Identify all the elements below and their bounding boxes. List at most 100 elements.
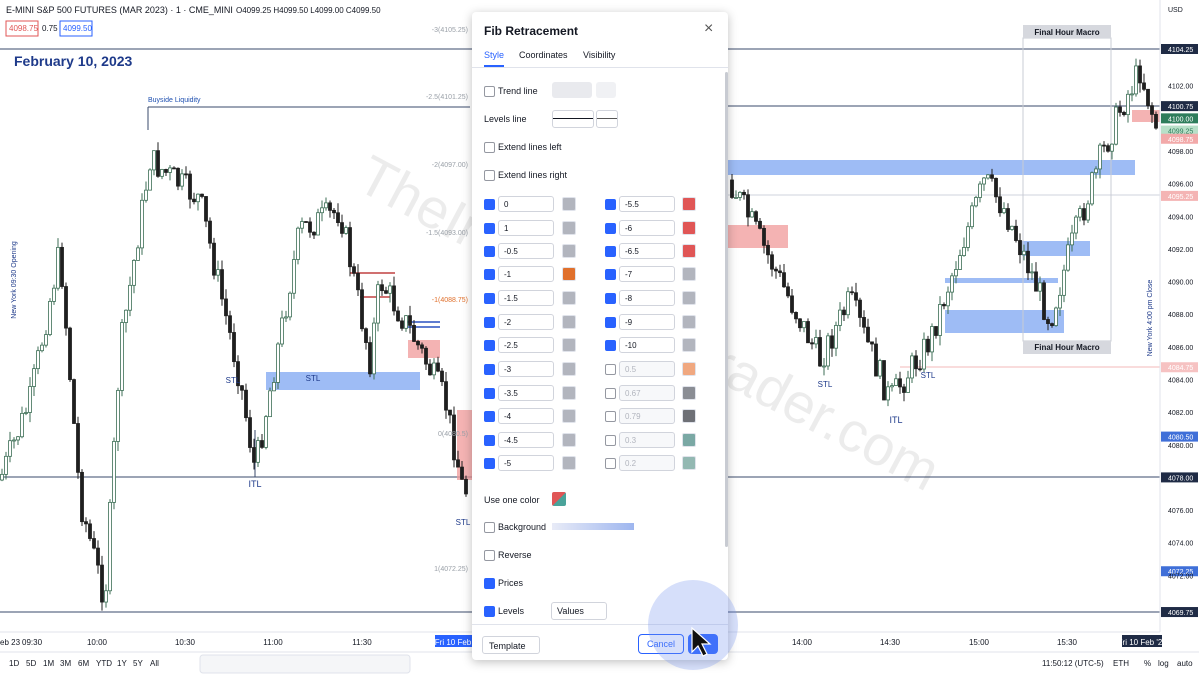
scale-option[interactable]: %: [1144, 659, 1151, 668]
level-color[interactable]: [562, 315, 576, 329]
tab[interactable]: Visibility: [583, 50, 616, 60]
cancel-button[interactable]: Cancel: [638, 634, 684, 654]
level-input[interactable]: -1.5: [498, 290, 554, 306]
checkbox[interactable]: [605, 317, 616, 328]
level-color[interactable]: [562, 267, 576, 281]
level-input[interactable]: 0.67: [619, 385, 675, 401]
range-button[interactable]: 1D: [9, 659, 19, 668]
level-color[interactable]: [682, 456, 696, 470]
level-input[interactable]: -5.5: [619, 196, 675, 212]
level-color[interactable]: [682, 267, 696, 281]
checkbox[interactable]: [484, 435, 495, 446]
checkbox[interactable]: [484, 364, 495, 375]
level-color[interactable]: [682, 244, 696, 258]
template-select[interactable]: Template: [482, 636, 540, 654]
level-color[interactable]: [682, 386, 696, 400]
checkbox[interactable]: [484, 606, 495, 617]
level-color[interactable]: [682, 338, 696, 352]
checkbox[interactable]: [484, 317, 495, 328]
checkbox[interactable]: [605, 435, 616, 446]
level-color[interactable]: [682, 291, 696, 305]
tab[interactable]: Coordinates: [519, 50, 568, 60]
level-input[interactable]: 0.5: [619, 361, 675, 377]
checkbox[interactable]: [484, 340, 495, 351]
level-input[interactable]: -3: [498, 361, 554, 377]
range-button[interactable]: 1M: [43, 659, 54, 668]
tab[interactable]: Style: [484, 50, 505, 60]
checkbox[interactable]: [605, 411, 616, 422]
checkbox[interactable]: [605, 223, 616, 234]
range-button[interactable]: 3M: [60, 659, 71, 668]
range-button[interactable]: YTD: [96, 659, 112, 668]
checkbox[interactable]: [484, 411, 495, 422]
checkbox[interactable]: [605, 199, 616, 210]
checkbox[interactable]: [484, 269, 495, 280]
level-input[interactable]: -3.5: [498, 385, 554, 401]
checkbox[interactable]: [605, 458, 616, 469]
level-input[interactable]: -2.5: [498, 337, 554, 353]
level-input[interactable]: -8: [619, 290, 675, 306]
level-input[interactable]: -10: [619, 337, 675, 353]
checkbox[interactable]: [484, 170, 495, 181]
level-input[interactable]: 0.79: [619, 408, 675, 424]
range-button[interactable]: 5Y: [133, 659, 143, 668]
close-button[interactable]: ×: [704, 20, 714, 37]
checkbox[interactable]: [484, 223, 495, 234]
level-input[interactable]: -7: [619, 266, 675, 282]
checkbox[interactable]: [484, 199, 495, 210]
level-input[interactable]: -1: [498, 266, 554, 282]
level-color[interactable]: [562, 291, 576, 305]
checkbox[interactable]: [484, 458, 495, 469]
checkbox[interactable]: [605, 388, 616, 399]
checkbox[interactable]: [605, 269, 616, 280]
level-input[interactable]: -4.5: [498, 432, 554, 448]
range-button[interactable]: 6M: [78, 659, 89, 668]
scale-option[interactable]: auto: [1177, 659, 1193, 668]
level-input[interactable]: -0.5: [498, 243, 554, 259]
checkbox[interactable]: [484, 550, 495, 561]
checkbox[interactable]: [484, 293, 495, 304]
checkbox[interactable]: [605, 293, 616, 304]
level-color[interactable]: [562, 197, 576, 211]
level-color[interactable]: [562, 221, 576, 235]
checkbox[interactable]: [484, 522, 495, 533]
gradient-swatch[interactable]: [552, 492, 566, 506]
range-button[interactable]: All: [150, 659, 159, 668]
level-input[interactable]: -2: [498, 314, 554, 330]
level-input[interactable]: -5: [498, 455, 554, 471]
level-color[interactable]: [682, 362, 696, 376]
checkbox[interactable]: [484, 86, 495, 97]
level-input[interactable]: -6.5: [619, 243, 675, 259]
levels-select[interactable]: Values: [551, 602, 607, 620]
level-color[interactable]: [682, 197, 696, 211]
range-button[interactable]: 5D: [26, 659, 36, 668]
checkbox[interactable]: [484, 142, 495, 153]
checkbox[interactable]: [484, 388, 495, 399]
level-input[interactable]: -4: [498, 408, 554, 424]
level-color[interactable]: [682, 433, 696, 447]
level-input[interactable]: 0.3: [619, 432, 675, 448]
level-input[interactable]: -9: [619, 314, 675, 330]
level-color[interactable]: [562, 433, 576, 447]
level-color[interactable]: [562, 362, 576, 376]
checkbox[interactable]: [605, 364, 616, 375]
level-color[interactable]: [682, 315, 696, 329]
checkbox[interactable]: [605, 246, 616, 257]
level-input[interactable]: -6: [619, 220, 675, 236]
level-input[interactable]: 0.2: [619, 455, 675, 471]
level-input[interactable]: 0: [498, 196, 554, 212]
level-color[interactable]: [682, 221, 696, 235]
level-color[interactable]: [682, 409, 696, 423]
range-button[interactable]: 1Y: [117, 659, 127, 668]
checkbox[interactable]: [484, 578, 495, 589]
scale-option[interactable]: log: [1158, 659, 1169, 668]
level-input[interactable]: 1: [498, 220, 554, 236]
checkbox[interactable]: [605, 340, 616, 351]
checkbox[interactable]: [484, 246, 495, 257]
level-color[interactable]: [562, 244, 576, 258]
level-color[interactable]: [562, 386, 576, 400]
level-color[interactable]: [562, 409, 576, 423]
level-color[interactable]: [562, 338, 576, 352]
level-color[interactable]: [562, 456, 576, 470]
session[interactable]: ETH: [1113, 659, 1129, 668]
